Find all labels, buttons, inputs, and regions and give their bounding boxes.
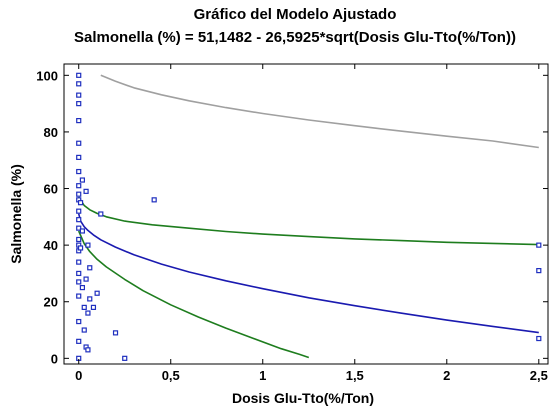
observed-point bbox=[76, 217, 82, 223]
observed-point bbox=[77, 200, 84, 206]
observed-point bbox=[122, 355, 128, 361]
y-tick-label: 20 bbox=[44, 295, 58, 310]
y-tick-label: 60 bbox=[44, 182, 58, 197]
chart-title: Gráfico del Modelo Ajustado bbox=[194, 6, 397, 23]
observed-point bbox=[76, 183, 82, 189]
observed-point bbox=[76, 101, 82, 107]
x-tick-label: 0 bbox=[75, 368, 82, 383]
observed-point bbox=[76, 154, 82, 160]
observed-point bbox=[151, 197, 157, 203]
observed-point bbox=[76, 318, 82, 325]
chart-subtitle: Salmonella (%) = 51,1482 - 26,5925*sqrt(… bbox=[74, 29, 516, 46]
y-tick-label: 0 bbox=[51, 351, 58, 366]
x-tick-label: 1,5 bbox=[346, 368, 364, 383]
fitted-line bbox=[77, 213, 539, 334]
plot-frame bbox=[63, 63, 549, 365]
observed-point bbox=[81, 327, 87, 333]
observed-point bbox=[87, 296, 93, 302]
observed-point bbox=[76, 270, 82, 277]
prediction-upper-line bbox=[100, 74, 539, 149]
observed-point bbox=[76, 168, 82, 175]
observed-point bbox=[76, 92, 82, 98]
observed-point bbox=[85, 242, 91, 248]
observed-point bbox=[85, 347, 91, 353]
x-tick-label: 2,5 bbox=[530, 368, 548, 383]
observed-point bbox=[76, 259, 82, 265]
observed-point bbox=[85, 310, 91, 316]
observed-point bbox=[90, 304, 97, 310]
y-axis-label: Salmonella (%) bbox=[8, 164, 24, 264]
observed-point bbox=[76, 81, 82, 87]
observed-point bbox=[83, 188, 89, 194]
observed-point bbox=[81, 304, 87, 310]
y-tick-label: 40 bbox=[44, 238, 58, 253]
observed-point bbox=[536, 268, 542, 274]
x-tick-label: 0,5 bbox=[162, 368, 180, 383]
observed-point bbox=[79, 177, 86, 183]
observed-point bbox=[76, 140, 82, 146]
axis-ticks: 0 0,5 1 1,5 2 2,5 0 20 40 60 80 100 bbox=[36, 64, 548, 383]
observed-point bbox=[77, 245, 84, 251]
observed-point bbox=[76, 118, 82, 124]
confidence-lower-line bbox=[77, 230, 310, 359]
x-tick-label: 1 bbox=[259, 368, 266, 383]
plot-area bbox=[76, 72, 542, 361]
observed-point bbox=[76, 191, 82, 197]
observed-point bbox=[79, 284, 86, 291]
observed-point bbox=[112, 330, 119, 336]
observed-point bbox=[76, 293, 82, 299]
confidence-upper-line bbox=[78, 196, 539, 246]
observed-point bbox=[536, 335, 542, 342]
observed-point bbox=[536, 242, 542, 248]
observed-point bbox=[87, 265, 93, 271]
observed-point bbox=[94, 290, 100, 296]
observed-point bbox=[76, 72, 82, 78]
observed-point bbox=[76, 338, 82, 344]
observed-point bbox=[76, 236, 82, 243]
observed-point bbox=[76, 208, 82, 214]
observed-point bbox=[79, 228, 86, 234]
observed-point bbox=[76, 279, 82, 285]
observed-point bbox=[83, 276, 89, 282]
observed-point bbox=[98, 211, 104, 217]
x-tick-label: 2 bbox=[443, 368, 450, 383]
observed-point bbox=[76, 225, 82, 231]
y-tick-label: 80 bbox=[44, 125, 58, 140]
x-axis-label: Dosis Glu-Tto(%/Ton) bbox=[232, 390, 374, 406]
y-tick-label: 100 bbox=[36, 68, 58, 83]
